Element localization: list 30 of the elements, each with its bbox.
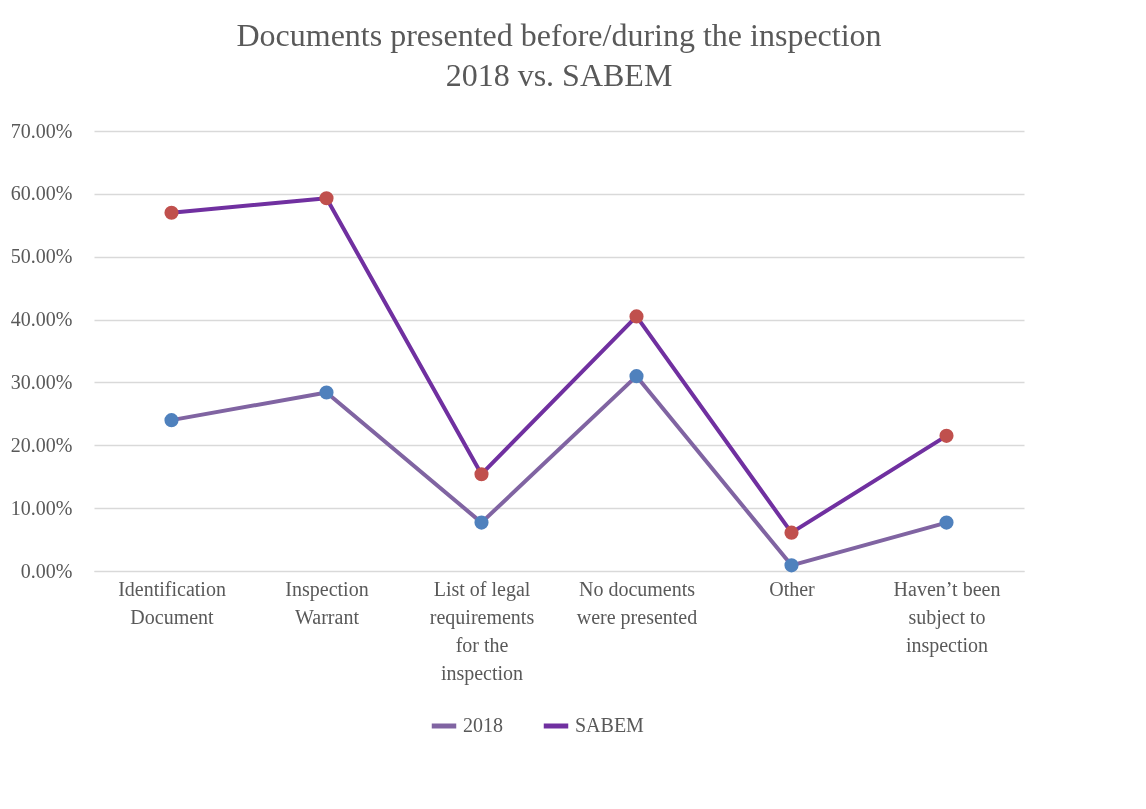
legend-label: SABEM	[575, 714, 645, 736]
x-tick-label: No documents were presented	[576, 577, 698, 629]
x-tick-label: Haven’t been subject to inspection	[893, 577, 1001, 657]
point	[629, 369, 644, 384]
y-tick-label: 60.00%	[10, 182, 73, 205]
point	[939, 515, 954, 530]
point	[939, 428, 954, 443]
point	[784, 525, 799, 540]
point	[784, 558, 799, 573]
point	[474, 515, 489, 530]
x-tick-label: Inspection Warrant	[285, 577, 369, 628]
y-tick-label: 10.00%	[10, 496, 73, 519]
point	[629, 309, 644, 324]
point	[164, 205, 179, 220]
text: 2018 vs. SABEM	[445, 57, 673, 93]
x-tick-label: List of legal requirements for the inspection	[429, 577, 535, 685]
y-tick-label: 50.00%	[10, 245, 73, 268]
y-tick-label: 0.00%	[20, 559, 73, 582]
x-tick-label: Identification Document	[118, 577, 226, 628]
x-tick-label: Other	[769, 577, 816, 600]
y-tick-label: 70.00%	[10, 119, 73, 142]
point	[319, 191, 334, 206]
point	[319, 385, 334, 400]
y-tick-label: 30.00%	[10, 370, 73, 393]
y-tick-label: 40.00%	[10, 308, 73, 331]
point	[474, 467, 489, 482]
point	[164, 413, 179, 428]
text: Documents presented before/during the inspection	[236, 17, 882, 53]
y-tick-label: 20.00%	[10, 433, 73, 456]
legend-label: 2018	[463, 714, 503, 736]
